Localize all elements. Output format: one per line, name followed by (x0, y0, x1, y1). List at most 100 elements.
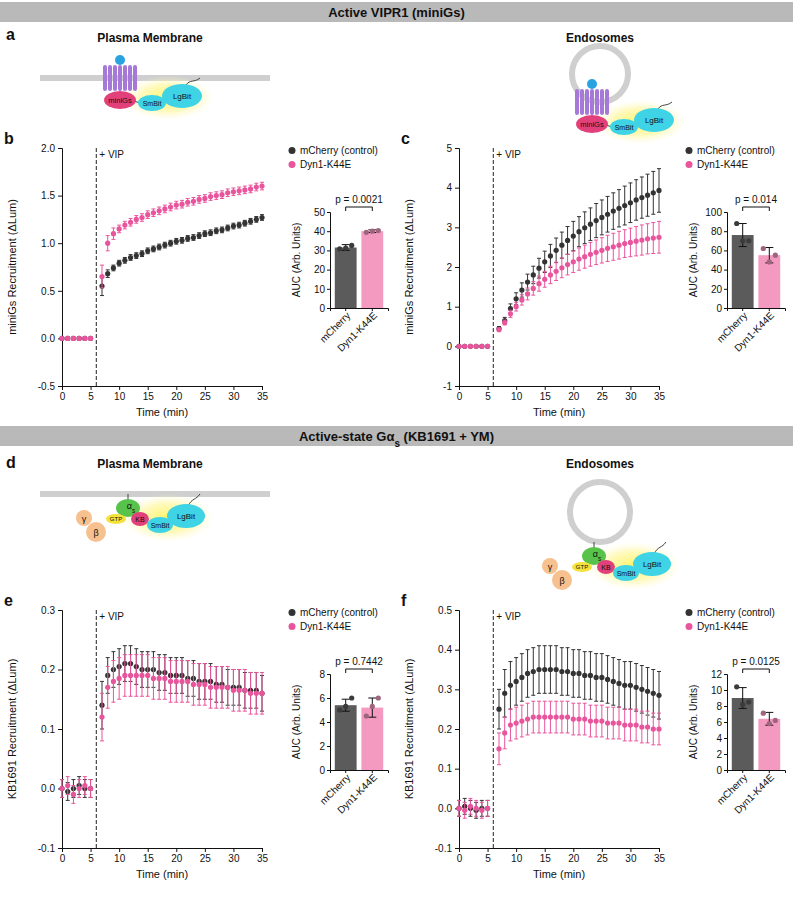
section-header-part: Active-state Gα (299, 429, 394, 444)
plot-area (335, 228, 383, 308)
error-bar-cap (169, 210, 173, 211)
error-bar (117, 225, 121, 233)
data-point (122, 258, 127, 263)
x-tick-label: 10 (511, 391, 523, 402)
y-tick: 2.0 (41, 143, 62, 154)
error-bar-cap (468, 816, 472, 817)
x-tick: 30 (625, 386, 637, 402)
error-bar (191, 198, 195, 206)
data-point (536, 281, 541, 286)
error-bar-cap (474, 818, 478, 819)
error-bar (474, 800, 478, 816)
y-tick-mark (58, 670, 62, 671)
error-bar-cap (577, 649, 581, 650)
data-point (134, 673, 139, 678)
data-point (71, 336, 76, 341)
error-bar-cap (260, 672, 264, 673)
error-bar-cap (554, 280, 558, 281)
error-bar (342, 699, 350, 711)
error-bar (134, 216, 138, 224)
x-tick-label: Dyn1-K44E (732, 310, 776, 354)
data-point (191, 235, 196, 240)
error-bar-cap (214, 199, 218, 200)
error-bar-cap (617, 189, 621, 190)
error-bar (497, 689, 501, 729)
legend-marker (686, 609, 693, 616)
receptor-helix (123, 65, 127, 91)
error-bar (237, 670, 241, 712)
error-bar (368, 698, 376, 717)
error-bar-cap (254, 714, 258, 715)
error-bar-cap (617, 707, 621, 708)
error-bar-cap (231, 711, 235, 712)
error-bar (186, 661, 190, 703)
data-point (237, 688, 242, 693)
bar (361, 231, 383, 308)
error-bar-cap (60, 797, 64, 798)
x-tick: 15 (143, 848, 155, 864)
data-point (548, 667, 553, 672)
error-bar-cap (646, 667, 650, 668)
data-point (485, 806, 490, 811)
error-bar-cap (503, 717, 507, 718)
error-bar-cap (100, 740, 104, 741)
error-bar-cap (634, 709, 638, 710)
section-header: Active-state Gαs (KB1691 + YM) (299, 429, 494, 449)
y-tick: 10 (711, 685, 727, 696)
error-bar-cap (169, 657, 173, 658)
y-tick-label: 80 (711, 226, 723, 237)
error-bar (480, 802, 484, 818)
error-bar-cap (739, 708, 747, 709)
error-bar (526, 288, 530, 300)
error-bar-cap (526, 649, 530, 650)
data-point (554, 715, 559, 720)
x-axis-title: Time (min) (136, 868, 188, 880)
error-bar-cap (186, 702, 190, 703)
error-bar-cap (594, 701, 598, 702)
error-bar (209, 193, 213, 201)
y-tick-label: 4 (446, 182, 452, 193)
data-point (519, 297, 524, 302)
y-tick: -0.1 (435, 843, 459, 854)
error-bar-cap (623, 740, 627, 741)
x-tick-label: 15 (540, 391, 552, 402)
receptor-helix (113, 65, 117, 91)
error-bar-cap (186, 198, 190, 199)
error-bar (617, 190, 621, 227)
error-bar (514, 302, 518, 311)
data-point (231, 688, 236, 693)
x-tick-label: 30 (228, 853, 240, 864)
error-bar-cap (203, 705, 207, 706)
error-bar (548, 244, 552, 267)
x-tick-label: 0 (60, 391, 66, 402)
data-point (77, 336, 82, 341)
data-point (639, 195, 644, 200)
gamma-label: γ (548, 562, 553, 572)
x-tick-label: 25 (200, 391, 212, 402)
error-bar-cap (237, 669, 241, 670)
bar (361, 708, 383, 770)
panel-letter: b (4, 130, 14, 147)
smbit-protein (138, 95, 166, 111)
error-bar-cap (657, 221, 661, 222)
data-point (214, 685, 219, 690)
error-bar (577, 703, 581, 735)
error-bar-cap (220, 708, 224, 709)
y-tick-label: 0 (319, 303, 325, 314)
x-tick-mark (233, 848, 234, 852)
x-tick-label: 20 (171, 853, 183, 864)
error-bar (220, 227, 224, 233)
error-bar-cap (249, 185, 253, 186)
error-bar-cap (503, 748, 507, 749)
x-tick-mark (233, 386, 234, 390)
data-point (162, 243, 167, 248)
lgbit-label: LgBit (645, 116, 664, 125)
error-bar-cap (480, 802, 484, 803)
ligand (115, 55, 125, 65)
data-point (139, 215, 144, 220)
y-tick: 10 (314, 284, 330, 295)
y-tick: 0.2 (438, 724, 459, 735)
error-bar-cap (497, 729, 501, 730)
error-bar-cap (611, 705, 615, 706)
x-tick: Dyn1-K44E (732, 308, 776, 354)
